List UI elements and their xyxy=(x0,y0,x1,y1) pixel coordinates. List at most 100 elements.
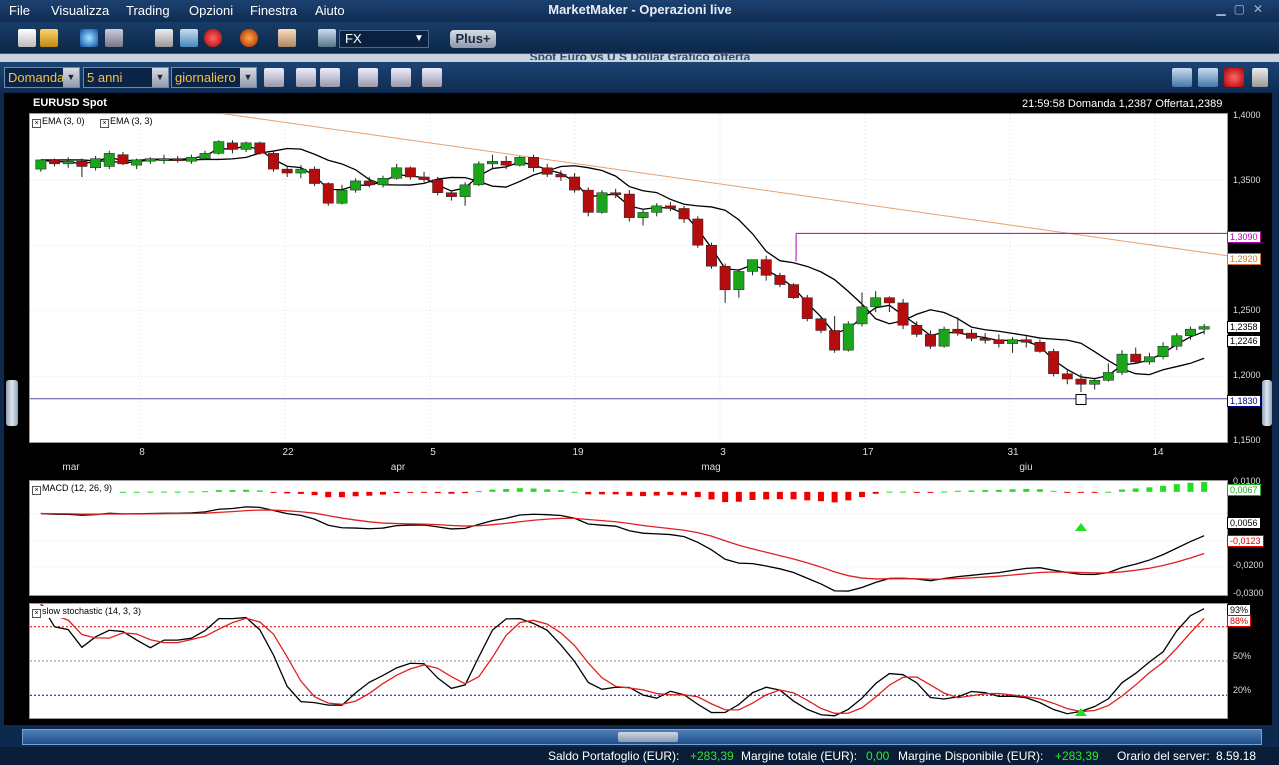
y-tick: 0,0100 xyxy=(1233,476,1261,486)
draw-line-icon[interactable] xyxy=(264,68,284,87)
candle-body xyxy=(596,192,608,213)
candle-body xyxy=(692,218,704,246)
candle-body xyxy=(938,328,950,347)
candle-body xyxy=(801,297,813,319)
y-tick: -0,0300 xyxy=(1233,588,1264,598)
quote-label: 21:59:58 Domanda 1,2387 Offerta1,2389 xyxy=(1022,98,1223,110)
macd-histogram-bar xyxy=(982,490,989,492)
candle-body xyxy=(473,163,485,186)
indicator-label-stochastic[interactable]: × slow stochastic (14, 3, 3) xyxy=(32,606,142,618)
macd-histogram-bar xyxy=(215,490,222,492)
stochastic-panel[interactable] xyxy=(29,603,1228,719)
portfolio-icon[interactable] xyxy=(40,29,58,47)
interval-select[interactable]: giornaliero ▼ xyxy=(171,67,257,88)
grid-icon[interactable] xyxy=(105,29,123,47)
candle-body xyxy=(528,157,539,169)
indicator-label-ema2[interactable]: × EMA (3, 3) xyxy=(100,116,153,128)
candle-body xyxy=(363,180,375,186)
close-icon[interactable]: × xyxy=(32,119,41,128)
menu-finestra[interactable]: Finestra xyxy=(250,3,297,18)
candle-body xyxy=(1185,328,1196,336)
scrollbar-thumb[interactable] xyxy=(618,732,678,742)
ema1-value-label: 1,2358 xyxy=(1227,321,1261,333)
chevron-down-icon[interactable]: ▼ xyxy=(414,33,424,44)
candle-body xyxy=(336,189,348,204)
tools-menu-icon[interactable] xyxy=(320,68,340,87)
candle-body xyxy=(623,193,635,218)
candle-body xyxy=(733,271,745,291)
macd-histogram-bar xyxy=(489,489,496,492)
x-tick: 19 xyxy=(572,447,584,458)
macd-histogram-bar xyxy=(831,491,838,503)
chart-scrollbar[interactable] xyxy=(22,729,1262,745)
macd-histogram-bar xyxy=(1091,491,1098,493)
candle-body xyxy=(555,174,567,178)
news-icon[interactable] xyxy=(180,29,198,47)
tools-icon[interactable] xyxy=(240,29,258,47)
macd-histogram-bar xyxy=(708,491,715,500)
globe-icon[interactable] xyxy=(80,29,98,47)
menu-aiuto[interactable]: Aiuto xyxy=(315,3,345,18)
fx-list-icon[interactable] xyxy=(318,29,336,47)
x-tick: 22 xyxy=(282,447,294,458)
macd-histogram-bar xyxy=(530,488,537,492)
candle-body xyxy=(322,183,334,204)
price-type-select[interactable]: Domanda ▼ xyxy=(4,67,80,88)
document-icon[interactable] xyxy=(155,29,173,47)
macd-histogram-bar xyxy=(954,490,961,492)
macd-histogram-bar xyxy=(845,491,852,501)
candle-body xyxy=(1157,345,1169,357)
chart-window-titlebar xyxy=(0,54,1279,62)
macd-histogram-bar xyxy=(1201,482,1208,492)
y-tick: 1,3500 xyxy=(1233,175,1261,185)
layout-icon[interactable] xyxy=(1172,68,1192,87)
candle-body xyxy=(747,259,758,272)
menu-visualizza[interactable]: Visualizza xyxy=(51,3,110,18)
candle-body xyxy=(664,205,676,209)
range-select[interactable]: 5 anni ▼ xyxy=(83,67,169,88)
plus-button[interactable]: Plus+ xyxy=(450,30,496,48)
right-panel-handle[interactable] xyxy=(1262,380,1272,426)
macd-histogram-bar xyxy=(366,491,373,496)
price-chart xyxy=(30,114,1227,442)
menu-opzioni[interactable]: Opzioni xyxy=(189,3,234,18)
window-controls[interactable]: ▁▢✕ xyxy=(1216,2,1271,16)
price-panel[interactable] xyxy=(29,113,1228,443)
close-icon[interactable]: × xyxy=(100,119,109,128)
alarm-icon[interactable] xyxy=(1224,68,1244,87)
macd-panel[interactable] xyxy=(29,480,1228,596)
market-select[interactable]: FX xyxy=(339,30,429,48)
candle-body xyxy=(309,168,321,184)
tree-icon[interactable] xyxy=(18,29,36,47)
menu-trading[interactable]: Trading xyxy=(126,3,170,18)
macd-histogram-bar xyxy=(694,491,701,498)
chevron-down-icon[interactable]: ▼ xyxy=(152,68,168,87)
menu-file[interactable]: File xyxy=(9,3,30,18)
candle-body xyxy=(103,153,115,167)
print-icon[interactable] xyxy=(358,68,378,87)
chevron-down-icon[interactable]: ▼ xyxy=(63,68,79,87)
candle-body xyxy=(62,160,74,165)
candle-body xyxy=(514,157,526,166)
users-icon[interactable] xyxy=(278,29,296,47)
chevron-down-icon[interactable]: ▼ xyxy=(240,68,256,87)
chart-toolbar: Domanda ▼ 5 anni ▼ giornaliero ▼ xyxy=(0,62,1279,92)
close-icon[interactable]: × xyxy=(32,486,41,495)
indicator-label-ema1[interactable]: × EMA (3, 0) xyxy=(32,116,85,128)
candle-body xyxy=(815,318,827,331)
list-icon[interactable] xyxy=(1252,68,1268,87)
range-value: 5 anni xyxy=(87,70,123,85)
line-chart-icon[interactable] xyxy=(391,68,411,87)
close-icon[interactable]: × xyxy=(32,609,41,618)
resistance-value-label: 1,3090 xyxy=(1227,231,1261,243)
left-panel-handle[interactable] xyxy=(6,380,18,426)
table-icon[interactable] xyxy=(422,68,442,87)
chart-icon[interactable] xyxy=(1198,68,1218,87)
alert-icon[interactable] xyxy=(204,29,222,47)
indicator-label-macd[interactable]: × MACD (12, 26, 9) xyxy=(32,483,113,495)
pin-icon[interactable] xyxy=(296,68,316,87)
candle-body xyxy=(1198,326,1210,330)
candle-body xyxy=(131,159,143,166)
macd-histogram-bar xyxy=(1160,485,1167,492)
y-tick: 50% xyxy=(1233,651,1252,661)
